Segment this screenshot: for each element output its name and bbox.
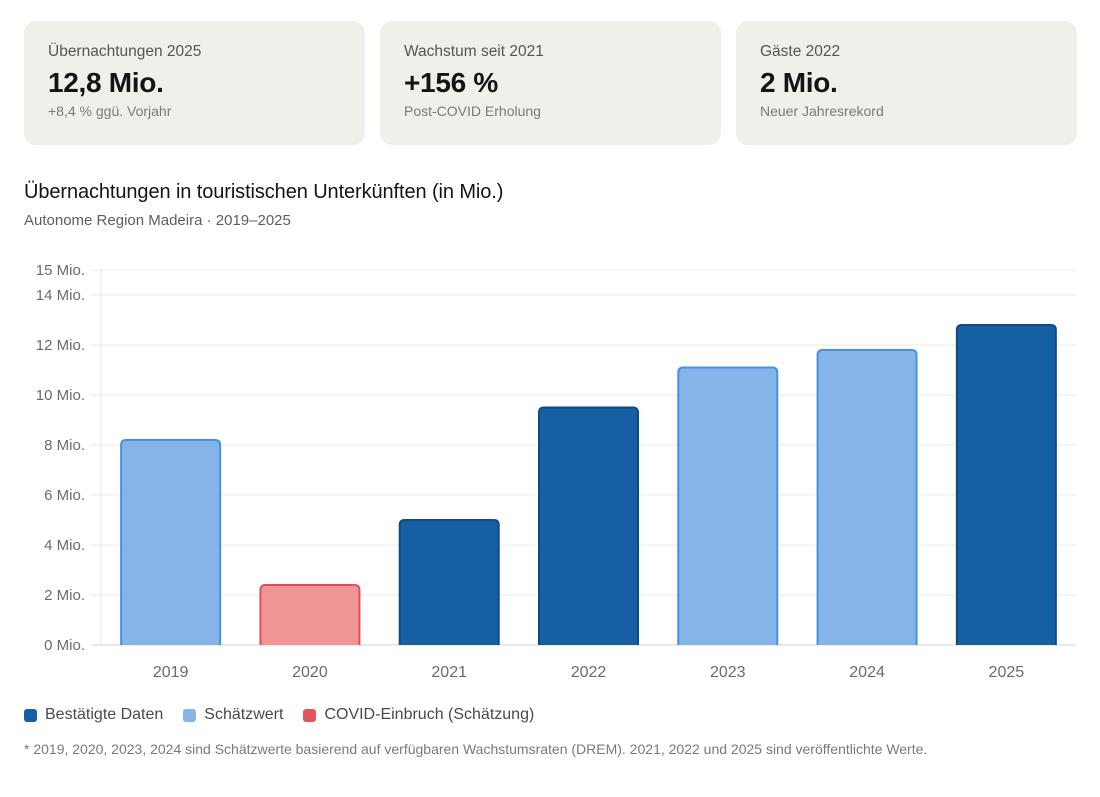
bar-outline-2024	[816, 349, 918, 645]
kpi-label: Wachstum seit 2021	[404, 43, 544, 60]
footnote: * 2019, 2020, 2023, 2024 sind Schätzwert…	[24, 741, 928, 757]
bar-outline-2022	[538, 406, 639, 645]
x-axis-ticks: 2019 2020 2021 2022 2023 2024 2025	[153, 664, 1024, 681]
x-tick-label: 2025	[989, 664, 1025, 681]
y-tick-label: 12 Mio.	[36, 337, 85, 354]
bar-outline-2021	[398, 519, 500, 645]
kpi-value: 12,8 Mio.	[48, 67, 164, 98]
kpi-label: Übernachtungen 2025	[48, 43, 202, 60]
x-tick-label: 2024	[849, 664, 885, 681]
bar-outline-2025	[955, 324, 1057, 645]
y-tick-label: 10 Mio.	[36, 387, 85, 404]
legend-swatch-confirmed	[24, 708, 37, 722]
y-tick-label: 0 Mio.	[44, 637, 85, 654]
bar-2024	[817, 350, 917, 645]
y-tick-label: 2 Mio.	[44, 587, 85, 604]
legend-item-estimate[interactable]: Schätzwert	[183, 706, 283, 724]
y-tick-label: 4 Mio.	[44, 537, 85, 554]
bar-outline-2020	[259, 584, 361, 645]
kpi-value: 2 Mio.	[760, 67, 838, 98]
kpi-card-growth: Wachstum seit 2021 +156 % Post-COVID Erh…	[380, 21, 721, 145]
x-tick-label: 2022	[571, 664, 607, 681]
bars	[120, 324, 1057, 645]
legend-swatch-covid	[303, 708, 317, 722]
legend-label: Schätzwert	[204, 706, 284, 723]
bar-2025	[956, 325, 1056, 645]
x-tick-label: 2019	[153, 664, 189, 681]
bar-2021	[399, 520, 499, 645]
legend-item-confirmed[interactable]: Bestätigte Daten	[24, 706, 163, 724]
bar-2023	[678, 367, 778, 645]
chart-title: Übernachtungen in touristischen Unterkün…	[24, 181, 504, 203]
kpi-sub: +8,4 % ggü. Vorjahr	[48, 103, 172, 119]
kpi-value: +156 %	[404, 67, 498, 98]
legend-label: Bestätigte Daten	[45, 706, 164, 723]
y-tick-label: 8 Mio.	[44, 437, 85, 454]
legend: Bestätigte Daten Schätzwert COVID-Einbru…	[24, 706, 534, 724]
legend-label: COVID-Einbruch (Schätzung)	[324, 706, 535, 723]
bar-2022	[539, 407, 638, 645]
y-tick-label: 14 Mio.	[36, 287, 85, 304]
bar-outline-2019	[120, 439, 222, 645]
kpi-sub: Neuer Jahresrekord	[760, 103, 884, 119]
chart-subtitle: Autonome Region Madeira · 2019–2025	[24, 212, 291, 229]
y-tick-label: 15 Mio.	[36, 262, 85, 279]
bar-2020	[260, 585, 360, 645]
x-tick-label: 2020	[292, 664, 328, 681]
y-axis-ticks: 0 Mio. 2 Mio. 4 Mio. 6 Mio. 8 Mio. 10 Mio. 12 …	[36, 262, 85, 654]
x-tick-label: 2021	[431, 664, 467, 681]
kpi-cards: Übernachtungen 2025 12,8 Mio. +8,4 % ggü…	[24, 21, 1077, 145]
bar-chart: 0 Mio. 2 Mio. 4 Mio. 6 Mio. 8 Mio. 10 Mio. 12 …	[36, 262, 1076, 681]
kpi-card-guests: Gäste 2022 2 Mio. Neuer Jahresrekord	[736, 21, 1077, 145]
x-tick-label: 2023	[710, 664, 746, 681]
kpi-card-overnight-stays: Übernachtungen 2025 12,8 Mio. +8,4 % ggü…	[24, 21, 365, 145]
legend-item-covid[interactable]: COVID-Einbruch (Schätzung)	[303, 706, 534, 724]
bar-2019	[121, 440, 221, 645]
legend-swatch-estimate	[183, 708, 197, 722]
bar-outline-2023	[677, 366, 779, 645]
y-tick-label: 6 Mio.	[44, 487, 85, 504]
kpi-sub: Post-COVID Erholung	[404, 103, 541, 119]
kpi-label: Gäste 2022	[760, 43, 841, 60]
